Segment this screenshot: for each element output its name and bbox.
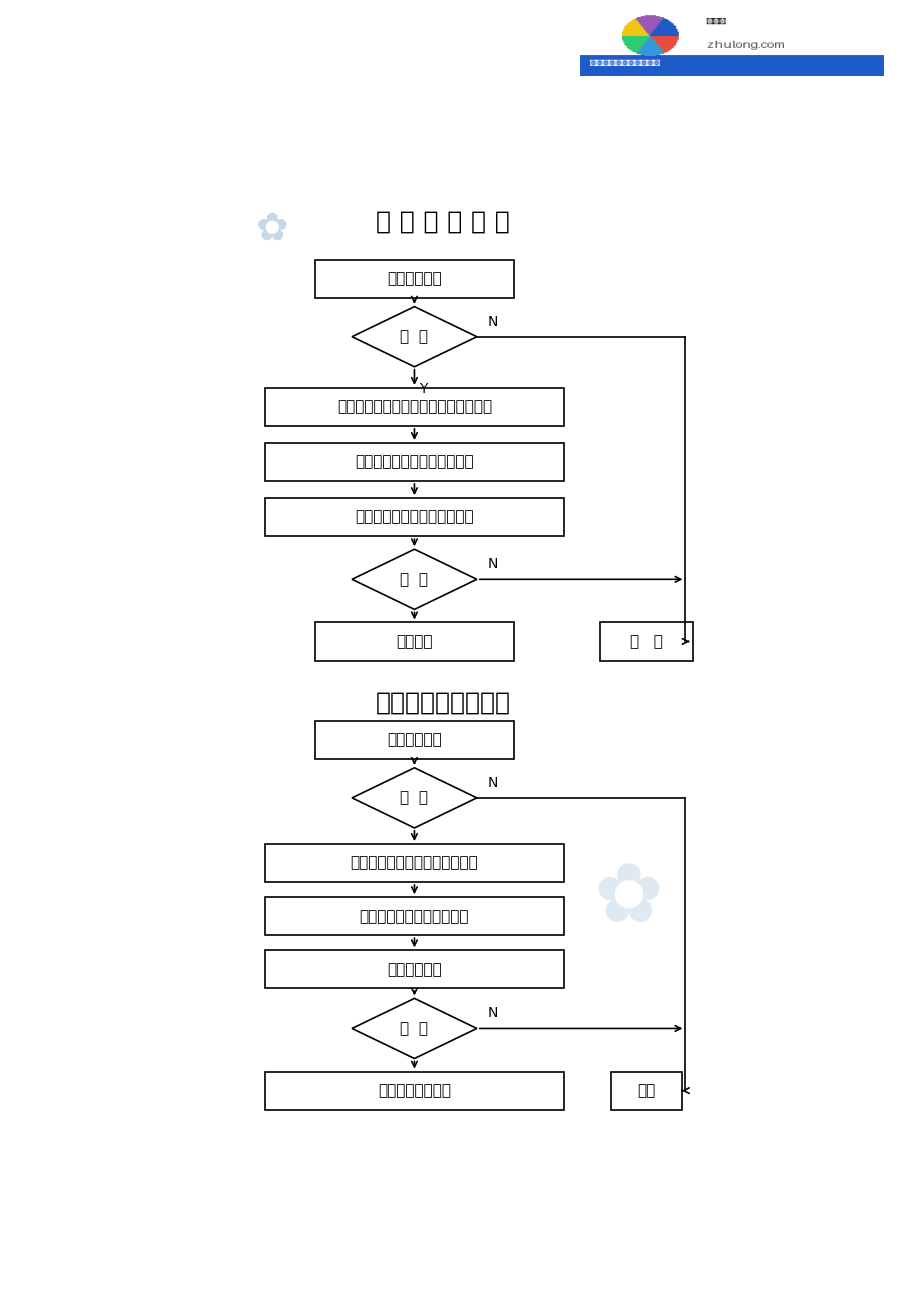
Bar xyxy=(314,622,514,660)
Bar xyxy=(265,897,563,935)
Text: Y: Y xyxy=(418,381,426,396)
Text: 合  格: 合 格 xyxy=(400,572,428,587)
Text: ✿: ✿ xyxy=(255,210,288,247)
Bar xyxy=(265,1072,563,1109)
Text: 填写检查意见: 填写检查意见 xyxy=(387,962,441,976)
Text: 合  格: 合 格 xyxy=(400,790,428,806)
Text: 退   货: 退 货 xyxy=(630,634,662,648)
Polygon shape xyxy=(352,549,476,609)
Text: 按规范要求，现场抽样检查: 按规范要求，现场抽样检查 xyxy=(359,909,469,923)
Text: N: N xyxy=(487,1006,497,1021)
Bar xyxy=(314,259,514,298)
Text: 同意使用: 同意使用 xyxy=(396,634,432,648)
Text: 通知监理、甲方并提交质保单、合格证: 通知监理、甲方并提交质保单、合格证 xyxy=(336,400,492,414)
Text: 通知监理，送半成品质量验收单: 通知监理，送半成品质量验收单 xyxy=(350,855,478,871)
Polygon shape xyxy=(352,768,476,828)
Bar xyxy=(265,388,563,426)
Polygon shape xyxy=(352,999,476,1059)
Text: 合  格: 合 格 xyxy=(400,329,428,344)
Bar xyxy=(599,622,692,660)
Bar xyxy=(265,950,563,988)
Text: 返工: 返工 xyxy=(636,1083,654,1098)
Text: 三方一起按标准要求抽样检查: 三方一起按标准要求抽样检查 xyxy=(355,454,473,470)
Text: 合  格: 合 格 xyxy=(400,1021,428,1036)
Bar xyxy=(610,1072,681,1109)
Bar xyxy=(265,443,563,480)
Bar xyxy=(314,721,514,759)
Text: N: N xyxy=(487,776,497,790)
Text: 半成品材料验收程序: 半成品材料验收程序 xyxy=(375,690,510,715)
Text: N: N xyxy=(487,315,497,328)
Text: N: N xyxy=(487,557,497,572)
Bar xyxy=(265,844,563,881)
Text: zhulong.com: zhulong.com xyxy=(342,741,458,759)
Text: 安 装 材 料 验 收: 安 装 材 料 验 收 xyxy=(376,210,509,233)
Polygon shape xyxy=(352,307,476,367)
Text: ✿: ✿ xyxy=(593,858,663,939)
Text: 施工单位自检: 施工单位自检 xyxy=(387,732,441,747)
Text: 同意进入下道工序: 同意进入下道工序 xyxy=(378,1083,450,1098)
Text: 施工单位自检: 施工单位自检 xyxy=(387,271,441,286)
Text: 实测数据、检查结果记录备案: 实测数据、检查结果记录备案 xyxy=(355,509,473,525)
Bar xyxy=(265,499,563,536)
